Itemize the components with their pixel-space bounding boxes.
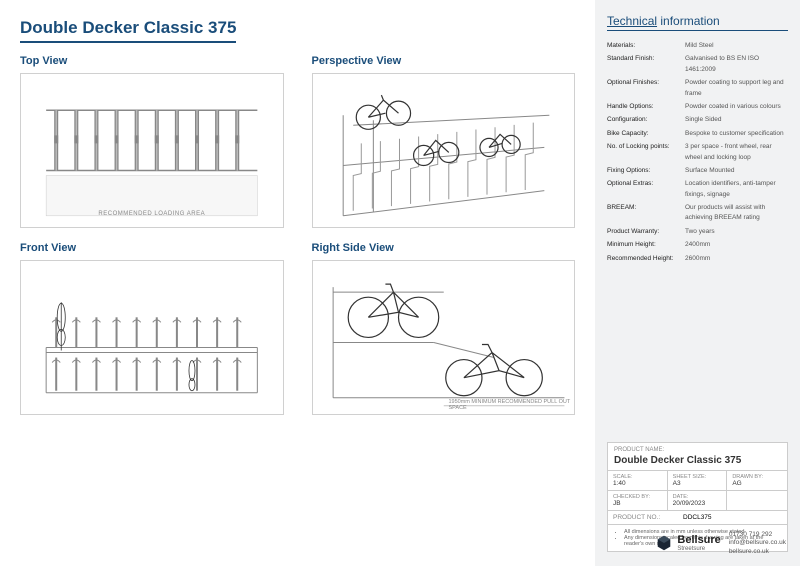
title-block-cell: SHEET SIZE:A3 bbox=[668, 471, 728, 491]
spec-row: Optional Finishes:Powder coating to supp… bbox=[607, 78, 788, 99]
title-block-cell: CHECKED BY:JB bbox=[608, 491, 668, 511]
company-sub: Streetsure bbox=[677, 546, 720, 552]
spec-row: Optional Extras:Location identifiers, an… bbox=[607, 179, 788, 200]
title-block-cell bbox=[727, 491, 787, 511]
pullout-dim-label: 1950mm MINIMUM RECOMMENDED PULL OUT SPAC… bbox=[448, 399, 574, 411]
top-view-svg bbox=[21, 75, 283, 226]
title-block-cell: DATE:20/09/2023 bbox=[668, 491, 728, 511]
company-email: info@bellsure.co.uk bbox=[729, 539, 786, 547]
title-block-cell: DRAWN BY:AG bbox=[727, 471, 787, 491]
spec-row: Recommended Height:2600mm bbox=[607, 254, 788, 264]
right-side-view-svg bbox=[313, 262, 575, 413]
perspective-view: Perspective View bbox=[312, 55, 576, 228]
spec-row: Handle Options:Powder coated in various … bbox=[607, 102, 788, 112]
spec-row: Standard Finish:Galvanised to BS EN ISO … bbox=[607, 54, 788, 75]
company-name: Bellsure bbox=[677, 534, 720, 546]
front-view-svg bbox=[21, 262, 283, 413]
top-view-label: Top View bbox=[20, 55, 284, 67]
page-title: Double Decker Classic 375 bbox=[20, 18, 236, 43]
company-contact: 01730 719 292 info@bellsure.co.uk bellsu… bbox=[729, 531, 786, 556]
logo-icon bbox=[655, 534, 673, 552]
spec-row: Materials:Mild Steel bbox=[607, 41, 788, 51]
spec-row: Configuration:Single Sided bbox=[607, 115, 788, 125]
spec-list: Materials:Mild Steel Standard Finish:Galv… bbox=[607, 41, 788, 267]
spec-row: Product Warranty:Two years bbox=[607, 227, 788, 237]
front-view: Front View bbox=[20, 242, 284, 415]
tech-panel: Technical information Materials:Mild Ste… bbox=[595, 0, 800, 566]
spec-row: Minimum Height:2400mm bbox=[607, 240, 788, 250]
front-view-label: Front View bbox=[20, 242, 284, 254]
top-view: Top View RECOMMENDED LOADING AREA bbox=[20, 55, 284, 228]
spec-row: No. of Locking points:3 per space - fron… bbox=[607, 142, 788, 163]
perspective-view-svg bbox=[313, 75, 575, 226]
right-side-view-drawing: 1950mm MINIMUM RECOMMENDED PULL OUT SPAC… bbox=[312, 260, 576, 415]
front-view-drawing bbox=[20, 260, 284, 415]
product-name-label: PRODUCT NAME: bbox=[614, 447, 781, 453]
product-no-value: DDCL375 bbox=[683, 514, 712, 521]
product-name-value: Double Decker Classic 375 bbox=[614, 455, 781, 466]
title-block-grid: SCALE:1:40SHEET SIZE:A3DRAWN BY:AG CHECKE… bbox=[608, 471, 787, 511]
title-block-cell: SCALE:1:40 bbox=[608, 471, 668, 491]
right-side-view-label: Right Side View bbox=[312, 242, 576, 254]
perspective-view-drawing bbox=[312, 73, 576, 228]
company-phone: 01730 719 292 bbox=[729, 531, 786, 539]
spec-row: BREEAM:Our products will assist with ach… bbox=[607, 203, 788, 224]
top-view-drawing: RECOMMENDED LOADING AREA bbox=[20, 73, 284, 228]
views-grid: Top View RECOMMENDED LOADING AREA Perspe… bbox=[20, 55, 575, 415]
spec-row: Bike Capacity:Bespoke to customer specif… bbox=[607, 129, 788, 139]
product-no-label: PRODUCT NO.: bbox=[613, 514, 683, 521]
loading-area-label: RECOMMENDED LOADING AREA bbox=[98, 211, 205, 217]
spec-row: Fixing Options:Surface Mounted bbox=[607, 166, 788, 176]
company-logo: Bellsure Streetsure bbox=[655, 534, 720, 552]
right-side-view: Right Side View bbox=[312, 242, 576, 415]
perspective-view-label: Perspective View bbox=[312, 55, 576, 67]
footer: Bellsure Streetsure 01730 719 292 info@b… bbox=[655, 531, 786, 556]
tech-heading: Technical information bbox=[607, 14, 788, 31]
company-web: bellsure.co.uk bbox=[729, 548, 786, 556]
